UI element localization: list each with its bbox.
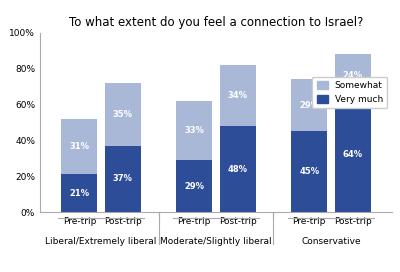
Text: 35%: 35% <box>113 110 133 119</box>
Text: 24%: 24% <box>342 71 363 80</box>
Text: 33%: 33% <box>184 126 204 135</box>
Text: 45%: 45% <box>299 167 319 176</box>
Text: 64%: 64% <box>342 150 363 159</box>
Bar <box>62 119 97 174</box>
Bar <box>220 126 256 212</box>
Bar <box>291 131 327 212</box>
Text: 34%: 34% <box>228 91 248 100</box>
Bar <box>62 174 97 212</box>
Bar <box>291 79 327 131</box>
Bar <box>105 146 141 212</box>
Text: 48%: 48% <box>228 165 248 174</box>
Bar <box>105 83 141 146</box>
Bar <box>176 101 212 160</box>
Text: 29%: 29% <box>299 101 319 110</box>
Text: 31%: 31% <box>69 142 89 151</box>
Text: 29%: 29% <box>184 182 204 191</box>
Text: Conservative: Conservative <box>301 237 361 246</box>
Text: Liberal/Extremely liberal: Liberal/Extremely liberal <box>45 237 157 246</box>
Text: Moderate/Slightly liberal: Moderate/Slightly liberal <box>160 237 272 246</box>
Bar <box>335 54 370 97</box>
Title: To what extent do you feel a connection to Israel?: To what extent do you feel a connection … <box>69 16 363 29</box>
Bar <box>335 97 370 212</box>
Bar <box>220 65 256 126</box>
Legend: Somewhat, Very much: Somewhat, Very much <box>312 77 388 109</box>
Text: 21%: 21% <box>69 189 90 198</box>
Bar <box>176 160 212 212</box>
Text: 37%: 37% <box>113 174 133 183</box>
